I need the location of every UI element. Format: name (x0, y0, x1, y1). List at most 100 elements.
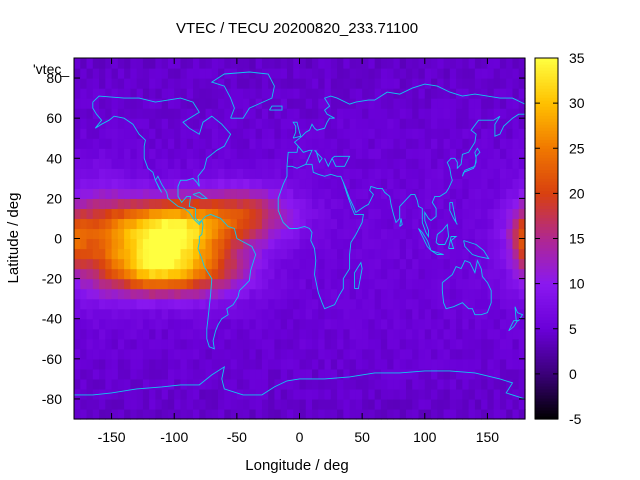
heatmap-cell (399, 268, 407, 280)
heatmap-cell (405, 158, 413, 169)
heatmap-cell (518, 278, 526, 290)
colorbar-strip (535, 151, 558, 155)
heatmap-cell (236, 248, 244, 260)
heatmap-cell (337, 338, 344, 350)
heatmap-cell (211, 208, 219, 220)
heatmap-cell (174, 298, 182, 310)
heatmap-cell (224, 248, 232, 260)
heatmap-cell (149, 288, 157, 300)
heatmap-cell (293, 248, 301, 260)
heatmap-cell (305, 258, 313, 270)
heatmap-cell (462, 368, 470, 380)
heatmap-cell (305, 198, 313, 210)
heatmap-cell (405, 268, 413, 280)
heatmap-cell (443, 268, 451, 280)
heatmap-cell (255, 298, 263, 310)
heatmap-cell (124, 398, 131, 410)
heatmap-cell (437, 278, 445, 290)
heatmap-cell (80, 368, 88, 380)
heatmap-cell (324, 288, 332, 300)
heatmap-cell (149, 188, 157, 199)
heatmap-cell (205, 78, 213, 89)
heatmap-cell (293, 338, 301, 350)
heatmap-cell (418, 348, 426, 360)
heatmap-cell (124, 318, 131, 330)
heatmap-cell (506, 58, 514, 69)
colorbar-strip (535, 346, 558, 351)
heatmap-cell (424, 88, 432, 99)
heatmap-cell (380, 348, 388, 360)
heatmap-cell (211, 188, 219, 199)
heatmap-cell (286, 188, 294, 199)
heatmap-cell (312, 208, 319, 220)
heatmap-cell (211, 338, 219, 350)
heatmap-cell (293, 358, 301, 370)
heatmap-cell (343, 128, 351, 139)
heatmap-cell (399, 248, 407, 260)
heatmap-cell (456, 288, 463, 300)
heatmap-cell (456, 278, 463, 290)
heatmap-cell (393, 158, 401, 169)
heatmap-cell (180, 228, 188, 240)
heatmap-cell (387, 298, 395, 310)
colorbar-strip (535, 88, 558, 92)
heatmap-cell (243, 148, 250, 159)
heatmap-cell (405, 288, 413, 300)
heatmap-cell (418, 158, 426, 169)
heatmap-cell (468, 108, 476, 119)
heatmap-cell (305, 128, 313, 139)
heatmap-cell (474, 308, 482, 320)
heatmap-cell (443, 148, 451, 159)
heatmap-cell (349, 128, 357, 139)
heatmap-cell (174, 68, 182, 79)
heatmap-cell (312, 398, 319, 410)
heatmap-cell (424, 128, 432, 139)
heatmap-cell (424, 98, 432, 109)
heatmap-cell (180, 378, 188, 390)
heatmap-cell (243, 258, 250, 270)
heatmap-cell (355, 78, 363, 89)
heatmap-cell (443, 338, 451, 350)
heatmap-cell (418, 58, 426, 69)
heatmap-cell (468, 148, 476, 159)
heatmap-cell (487, 278, 495, 290)
heatmap-cell (92, 258, 100, 270)
heatmap-cell (261, 148, 269, 159)
heatmap-cell (218, 388, 225, 400)
heatmap-cell (261, 218, 269, 230)
heatmap-cell (280, 138, 288, 149)
heatmap-cell (174, 378, 182, 390)
heatmap-cell (218, 108, 225, 119)
heatmap-cell (280, 88, 288, 99)
heatmap-cell (224, 398, 232, 410)
heatmap-cell (493, 128, 501, 139)
coastline (269, 105, 283, 111)
heatmap-cell (249, 148, 257, 159)
heatmap-cell (431, 198, 438, 210)
colorbar-strip (535, 109, 558, 113)
heatmap-cell (299, 248, 307, 260)
heatmap-cell (380, 188, 388, 199)
heatmap-cell (456, 398, 463, 410)
heatmap-cell (243, 388, 250, 400)
heatmap-cell (255, 138, 263, 149)
heatmap-cell (468, 388, 476, 400)
heatmap-cell (274, 278, 282, 290)
x-tick-label: 150 (476, 429, 500, 445)
heatmap-cell (99, 168, 106, 179)
heatmap-cell (74, 228, 81, 240)
heatmap-cell (380, 338, 388, 350)
colorbar-strip (535, 253, 558, 258)
heatmap-cell (174, 348, 182, 360)
heatmap-cell (437, 308, 445, 320)
heatmap-cell (418, 248, 426, 260)
colorbar-strip (535, 166, 558, 170)
heatmap-cell (481, 288, 489, 300)
heatmap-cell (117, 288, 125, 300)
heatmap-cell (205, 368, 213, 380)
heatmap-cell (205, 398, 213, 410)
heatmap-cell (236, 198, 244, 210)
x-tick-label: 100 (413, 429, 437, 445)
colorbar-strip (535, 208, 558, 213)
heatmap-cell (487, 308, 495, 320)
